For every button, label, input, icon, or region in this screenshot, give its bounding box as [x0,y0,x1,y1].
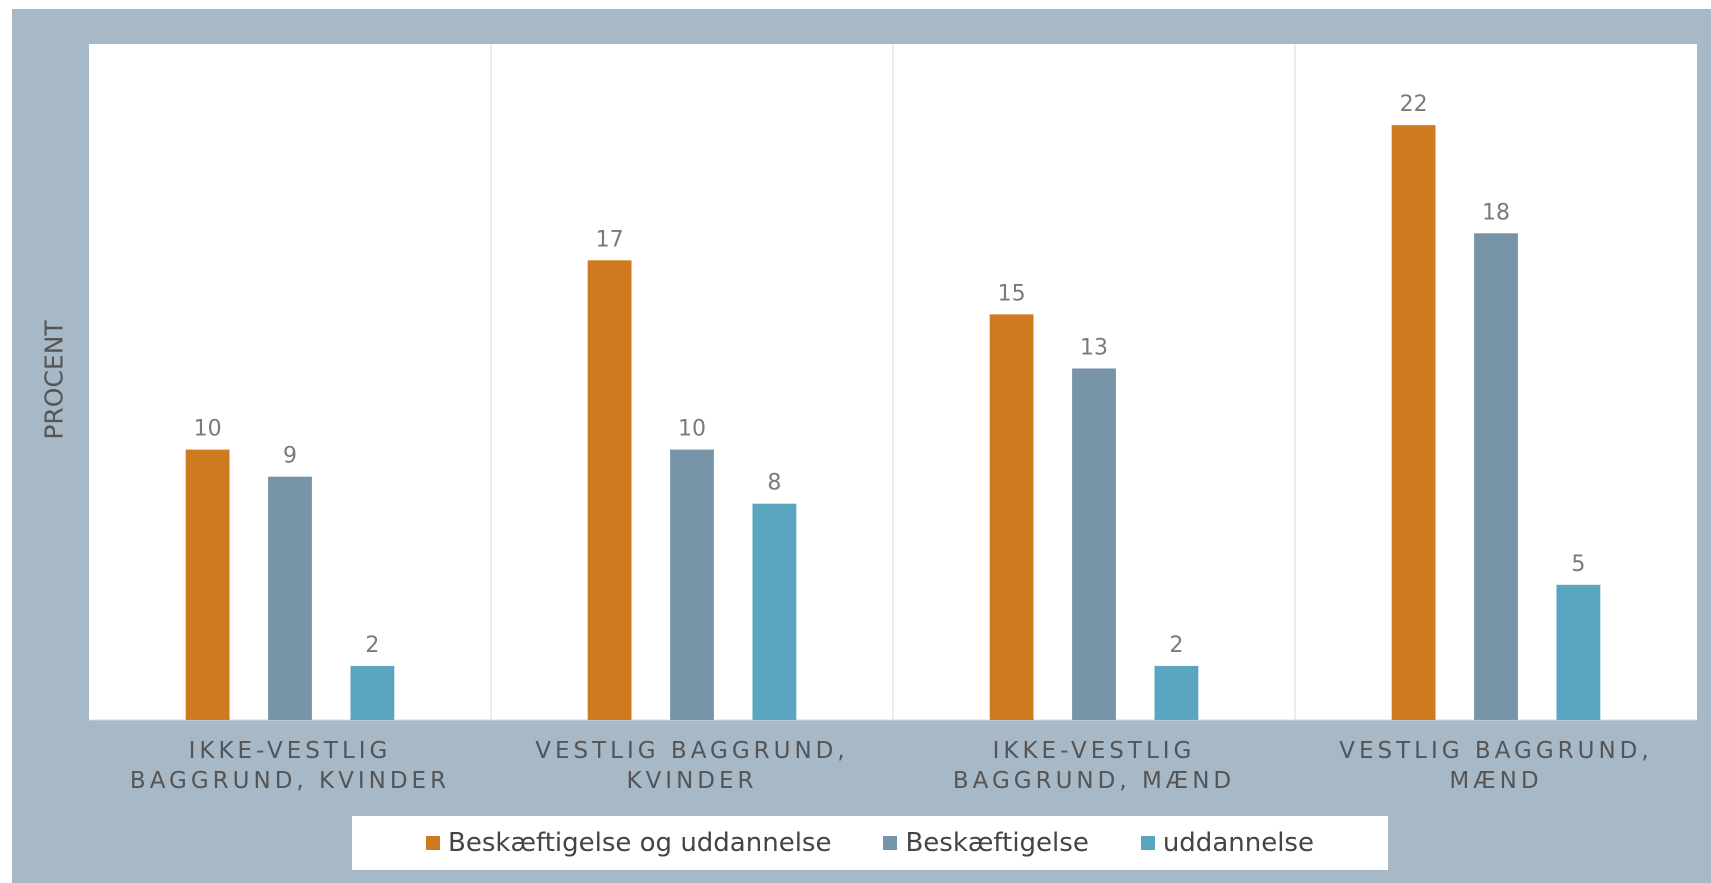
bar [1556,584,1601,720]
bar [268,476,312,720]
y-axis-label: PROCENT [39,320,69,440]
bar [350,665,395,720]
value-label: 8 [767,471,781,496]
bar [670,449,714,720]
value-label: 17 [596,227,624,252]
value-label: 10 [678,417,706,442]
legend: Beskæftigelse og uddannelse Beskæftigelse… [352,816,1388,870]
value-label: 22 [1400,92,1428,117]
bar [587,260,632,720]
bar [1154,665,1199,720]
value-label: 15 [998,281,1026,306]
value-label: 2 [365,633,379,658]
x-tick-label: IKKE-VESTLIG BAGGRUND, KVINDER [129,738,451,794]
legend-item: Beskæftigelse og uddannelse [426,828,831,858]
value-label: 2 [1169,633,1183,658]
legend-item: uddannelse [1140,828,1314,858]
x-tick-label: VESTLIG BAGGRUND, MÆND [1339,738,1653,794]
bar [1391,125,1436,721]
bar [752,503,797,720]
bar [989,314,1034,720]
legend-swatch [883,836,898,850]
bar [1072,368,1116,720]
value-label: 10 [194,417,222,442]
bar [185,449,230,720]
bar [1474,233,1518,720]
x-tick-label: IKKE-VESTLIG BAGGRUND, MÆND [952,738,1236,794]
legend-label: Beskæftigelse og uddannelse [448,828,832,858]
legend-label: Beskæftigelse [905,828,1089,858]
value-label: 9 [283,444,297,469]
x-tick-label: VESTLIG BAGGRUND, KVINDER [535,738,849,794]
value-label: 13 [1080,335,1108,360]
legend-swatch [426,836,441,850]
value-label: 5 [1571,552,1585,577]
legend-swatch [1140,836,1155,850]
legend-label: uddannelse [1162,828,1314,858]
value-label: 18 [1482,200,1510,225]
legend-item: Beskæftigelse [883,828,1089,858]
